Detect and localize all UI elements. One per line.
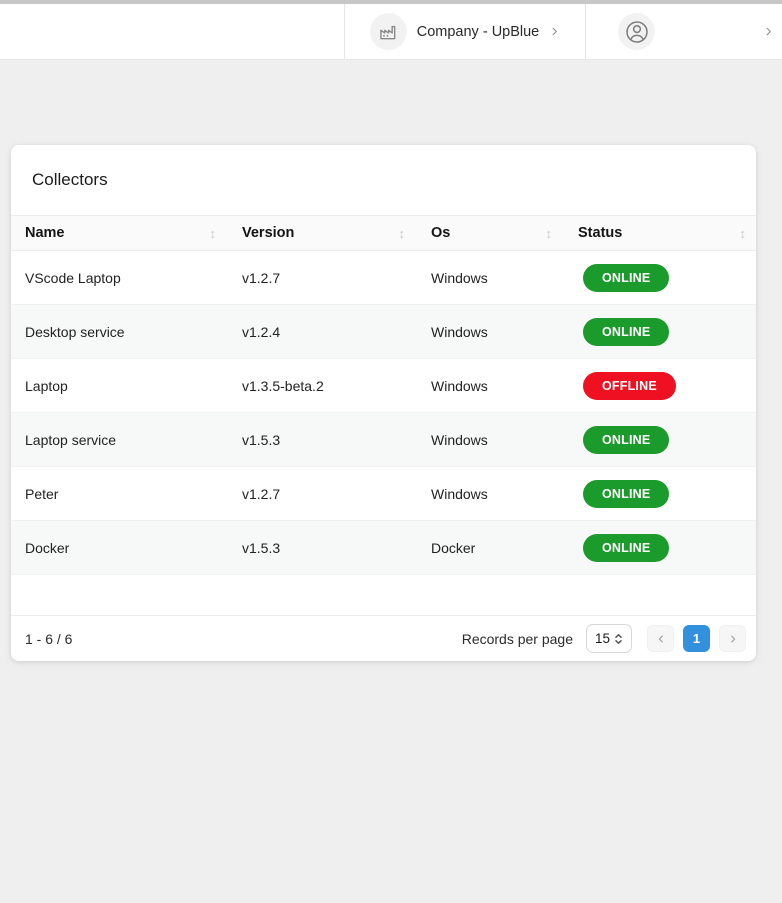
pagination-controls: Records per page 15 1 [462, 624, 746, 653]
sort-arrows-icon[interactable]: ↕ [739, 225, 747, 241]
table-row: Laptop v1.3.5-beta.2 Windows OFFLINE [11, 359, 756, 413]
table-body: VScode Laptop v1.2.7 Windows ONLINE Desk… [11, 251, 756, 575]
records-per-page-label: Records per page [461, 630, 573, 647]
page-body: Collectors Name ↕ Version ↕ Os ↕ Status … [0, 60, 782, 661]
table-row: Desktop service v1.2.4 Windows ONLINE [11, 305, 756, 359]
panel-expand-chevron-icon[interactable] [763, 26, 774, 37]
collector-version-cell: v1.5.3 [242, 539, 281, 556]
collector-os-cell: Windows [431, 431, 488, 448]
sort-arrows-icon[interactable]: ↕ [209, 225, 217, 241]
collector-version-cell: v1.2.7 [242, 485, 281, 502]
profile-button[interactable] [618, 13, 655, 50]
collector-name-cell: Peter [25, 485, 59, 502]
app-header: Company - UpBlue [0, 4, 782, 60]
card-title: Collectors [32, 170, 108, 189]
pager: 1 [647, 625, 746, 652]
next-page-button[interactable] [719, 625, 746, 652]
collector-os-cell: Windows [431, 269, 488, 286]
collector-version-cell: v1.2.4 [242, 323, 281, 340]
collector-os-cell: Windows [431, 323, 488, 340]
collector-version-cell: v1.5.3 [242, 431, 281, 448]
collector-version-cell: v1.2.7 [242, 269, 281, 286]
collector-os-cell: Windows [431, 485, 488, 502]
page-1-button[interactable]: 1 [683, 625, 710, 652]
collector-name-cell: VScode Laptop [25, 269, 121, 286]
status-badge: OFFLINE [583, 371, 676, 400]
column-header-version[interactable]: Version ↕ [242, 225, 406, 241]
company-selector[interactable]: Company - UpBlue [345, 4, 586, 59]
page-size-select[interactable]: 15 [586, 624, 632, 653]
factory-icon [378, 22, 398, 42]
sort-arrows-icon[interactable]: ↕ [545, 225, 553, 241]
table-row: VScode Laptop v1.2.7 Windows ONLINE [11, 251, 756, 305]
table-row: Peter v1.2.7 Windows ONLINE [11, 467, 756, 521]
status-badge: ONLINE [583, 533, 670, 562]
status-badge: ONLINE [583, 317, 670, 346]
column-header-os[interactable]: Os ↕ [431, 225, 553, 241]
table-row: Laptop service v1.5.3 Windows ONLINE [11, 413, 756, 467]
select-updown-icon [614, 633, 623, 645]
collectors-card: Collectors Name ↕ Version ↕ Os ↕ Status … [11, 145, 756, 661]
status-badge: ONLINE [583, 425, 670, 454]
previous-page-button[interactable] [647, 625, 674, 652]
collector-name-cell: Docker [25, 539, 70, 556]
user-circle-icon [624, 19, 650, 45]
company-label: Company - UpBlue [416, 23, 540, 40]
profile-section [586, 4, 782, 59]
column-header-name[interactable]: Name ↕ [25, 225, 217, 241]
collector-os-cell: Docker [431, 539, 476, 556]
page-size-value: 15 [594, 631, 611, 646]
collector-name-cell: Laptop service [25, 431, 117, 448]
status-badge: ONLINE [583, 479, 670, 508]
table-empty-space [11, 575, 756, 615]
table-header-row: Name ↕ Version ↕ Os ↕ Status ↕ [11, 215, 756, 251]
collector-name-cell: Laptop [25, 377, 68, 394]
status-badge: ONLINE [583, 263, 670, 292]
sort-arrows-icon[interactable]: ↕ [398, 225, 406, 241]
company-icon-circle [369, 13, 407, 50]
chevron-right-icon [549, 26, 560, 37]
pagination-footer: 1 - 6 / 6 Records per page 15 1 [11, 615, 756, 661]
results-range-label: 1 - 6 / 6 [25, 630, 73, 647]
collector-name-cell: Desktop service [25, 323, 125, 340]
table-row: Docker v1.5.3 Docker ONLINE [11, 521, 756, 575]
top-strip [0, 0, 782, 4]
collector-version-cell: v1.3.5-beta.2 [242, 377, 324, 394]
collector-os-cell: Windows [431, 377, 488, 394]
column-header-status[interactable]: Status ↕ [578, 225, 747, 241]
header-spacer [0, 4, 345, 59]
